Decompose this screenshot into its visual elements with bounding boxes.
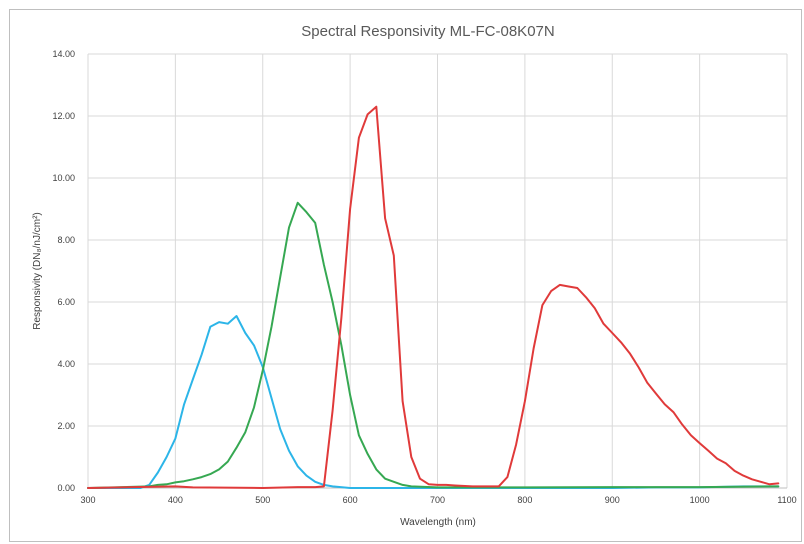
- series-layer: [87, 105, 780, 489]
- x-tick-label: 600: [343, 495, 358, 505]
- x-axis-title: Wavelength (nm): [400, 517, 476, 528]
- chart-frame: [9, 9, 802, 542]
- y-tick-label: 0.00: [57, 483, 75, 493]
- x-tick-label: 900: [605, 495, 620, 505]
- x-tick-label: 400: [168, 495, 183, 505]
- series-line-2: [87, 105, 780, 489]
- x-tick-label: 1100: [777, 495, 796, 505]
- y-tick-label: 2.00: [57, 421, 75, 431]
- x-tick-label: 800: [517, 495, 532, 505]
- series-line-1: [87, 201, 780, 489]
- tick-layer: 300 400 500 600 700 800 900 1000 1100 0.00 2.00 4.0…: [52, 49, 796, 505]
- series-line-0: [87, 315, 780, 489]
- y-tick-label: 12.00: [52, 111, 75, 121]
- x-tick-label: 700: [430, 495, 445, 505]
- x-tick-label: 500: [255, 495, 270, 505]
- x-tick-label: 1000: [690, 495, 710, 505]
- y-tick-label: 8.00: [57, 235, 75, 245]
- chart-title: Spectral Responsivity ML-FC-08K07N: [301, 23, 554, 40]
- x-tick-label: 300: [80, 495, 95, 505]
- y-tick-label: 4.00: [57, 359, 75, 369]
- y-tick-label: 6.00: [57, 297, 75, 307]
- y-tick-label: 10.00: [52, 173, 75, 183]
- y-axis-title: Responsivity (DN₈/nJ/cm²): [32, 212, 43, 330]
- y-tick-label: 14.00: [52, 49, 75, 59]
